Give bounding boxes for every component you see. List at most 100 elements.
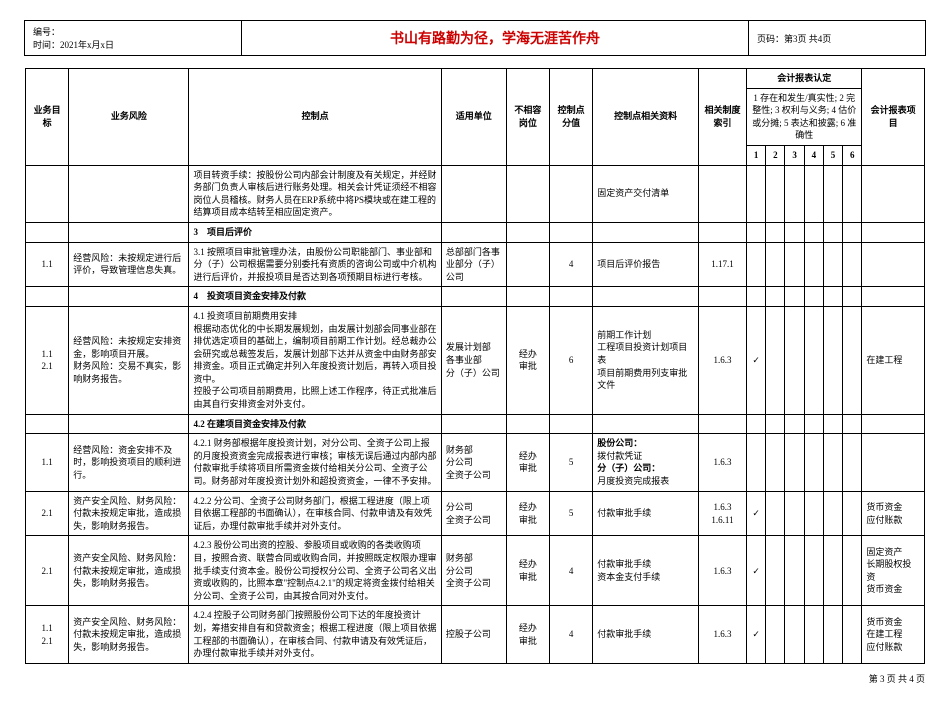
acc-5: 5	[823, 145, 842, 165]
cell	[785, 491, 804, 536]
cell	[804, 242, 823, 287]
cell	[843, 491, 862, 536]
cell	[843, 414, 862, 434]
cell	[843, 536, 862, 606]
table-row: 1.1 2.1经营风险：未按规定安排资金，影响项目开展。 财务风险：交易不真实，…	[26, 306, 925, 414]
cell	[804, 287, 823, 307]
cell: 经办 审批	[506, 306, 549, 414]
cell: 6	[549, 306, 592, 414]
cell	[823, 242, 842, 287]
cell: 1.6.3	[698, 536, 746, 606]
cell	[747, 242, 766, 287]
table-row: 项目转资手续：按股份公司内部会计制度及有关规定，并经财务部门负责人审核后进行账务…	[26, 165, 925, 222]
cell: 发展计划部 各事业部 分（子）公司	[441, 306, 506, 414]
cell	[69, 165, 189, 222]
cell: 经办 审批	[506, 434, 549, 491]
cell: 经营风险：未按规定进行后评价，导致管理信息失真。	[69, 242, 189, 287]
cell	[26, 222, 69, 242]
cell: 股份公司：拨付款凭证分（子）公司：月度投资完成报表	[593, 434, 699, 491]
cell	[843, 165, 862, 222]
col-acc-group: 会计报表认定	[747, 69, 862, 89]
cell	[823, 414, 842, 434]
cell: 1.17.1	[698, 242, 746, 287]
cell: 1.6.3	[698, 306, 746, 414]
cell: 项目后评价报告	[593, 242, 699, 287]
cell: 3.1 按照项目审批管理办法，由股份公司职能部门、事业部和分（子）公司根据需要分…	[189, 242, 441, 287]
table-row: 1.1经营风险：资金安排不及时，影响投资项目的顺利进行。4.2.1 财务部根据年…	[26, 434, 925, 491]
cell	[549, 222, 592, 242]
cell	[823, 491, 842, 536]
cell: 财务部 分公司 全资子公司	[441, 434, 506, 491]
section-row: 3 项目后评价	[26, 222, 925, 242]
cell	[26, 165, 69, 222]
cell: ✓	[747, 536, 766, 606]
cell	[441, 165, 506, 222]
cell	[698, 414, 746, 434]
cell	[843, 242, 862, 287]
cell: 付款审批手续	[593, 491, 699, 536]
cell	[549, 287, 592, 307]
cell: 4.2.1 财务部根据年度投资计划，对分公司、全资子公司上报的月度投资资金完成报…	[189, 434, 441, 491]
cell: 4.2.4 控股子公司财务部门按照股份公司下达的年度投资计划，筹措安排自有和贷款…	[189, 606, 441, 663]
cell	[747, 222, 766, 242]
header-title: 书山有路勤为径，学海无涯苦作舟	[242, 21, 749, 55]
cell: 前期工作计划 工程项目投资计划项目表 项目前期费用列支审批文件	[593, 306, 699, 414]
cell	[862, 165, 925, 222]
cell	[843, 287, 862, 307]
cell	[766, 306, 785, 414]
cell: 4 投资项目资金安排及付款	[189, 287, 441, 307]
cell	[804, 414, 823, 434]
table-row: 2.1资产安全风险、财务风险：付款未按规定审批，造成损失，影响财务报告。4.2.…	[26, 536, 925, 606]
cell: 资产安全风险、财务风险：付款未按规定审批，造成损失，影响财务报告。	[69, 606, 189, 663]
cell	[804, 165, 823, 222]
cell: 经营风险：未按规定安排资金，影响项目开展。 财务风险：交易不真实，影响财务报告。	[69, 306, 189, 414]
cell	[766, 434, 785, 491]
cell	[747, 287, 766, 307]
cell: 项目转资手续：按股份公司内部会计制度及有关规定，并经财务部门负责人审核后进行账务…	[189, 165, 441, 222]
col-data: 控制点相关资料	[593, 69, 699, 166]
col-risk: 业务风险	[69, 69, 189, 166]
cell	[804, 606, 823, 663]
col-goal: 业务目标	[26, 69, 69, 166]
cell: 经办 审批	[506, 606, 549, 663]
cell: 4	[549, 536, 592, 606]
cell: 控股子公司	[441, 606, 506, 663]
cell	[593, 222, 699, 242]
acc-4: 4	[804, 145, 823, 165]
cell	[766, 165, 785, 222]
col-ref: 相关制度索引	[698, 69, 746, 166]
cell: 货币资金 在建工程 应付账款	[862, 606, 925, 663]
cell: 固定资产 长期股权投资 货币资金	[862, 536, 925, 606]
cell: 经办 审批	[506, 491, 549, 536]
cell	[862, 414, 925, 434]
cell	[506, 287, 549, 307]
col-post: 不相容岗位	[506, 69, 549, 166]
cell	[747, 434, 766, 491]
cell	[785, 165, 804, 222]
cell	[69, 414, 189, 434]
table-row: 2.1资产安全风险、财务风险：付款未按规定审批，造成损失，影响财务报告。4.2.…	[26, 491, 925, 536]
cell	[823, 222, 842, 242]
cell	[26, 287, 69, 307]
cell	[785, 414, 804, 434]
cell: 1.1 2.1	[26, 306, 69, 414]
section-row: 4 投资项目资金安排及付款	[26, 287, 925, 307]
cell: 财务部 分公司 全资子公司	[441, 536, 506, 606]
cell	[698, 165, 746, 222]
cell: ✓	[747, 491, 766, 536]
cell	[766, 222, 785, 242]
cell: 4.2.3 股份公司出资的控股、参股项目或收购的各类收购项目，按照合资、联营合同…	[189, 536, 441, 606]
serial-label: 编号：	[33, 25, 233, 38]
cell: 2.1	[26, 536, 69, 606]
cell: 在建工程	[862, 306, 925, 414]
cell: 3 项目后评价	[189, 222, 441, 242]
col-acc-desc: 1 存在和发生/真实性; 2 完整性; 3 权利与义务; 4 估价或分摊; 5 …	[747, 88, 862, 145]
cell: 总部部门各事业部分（子）公司	[441, 242, 506, 287]
cell: 固定资产交付清单	[593, 165, 699, 222]
section-row: 4.2 在建项目资金安排及付款	[26, 414, 925, 434]
cell	[506, 414, 549, 434]
cell: 4.2.2 分公司、全资子公司财务部门，根据工程进度（限上项目依据工程部的书面确…	[189, 491, 441, 536]
cell: 1.6.3	[698, 606, 746, 663]
cell	[862, 434, 925, 491]
time-label: 时间：2021年x月x日	[33, 38, 233, 51]
